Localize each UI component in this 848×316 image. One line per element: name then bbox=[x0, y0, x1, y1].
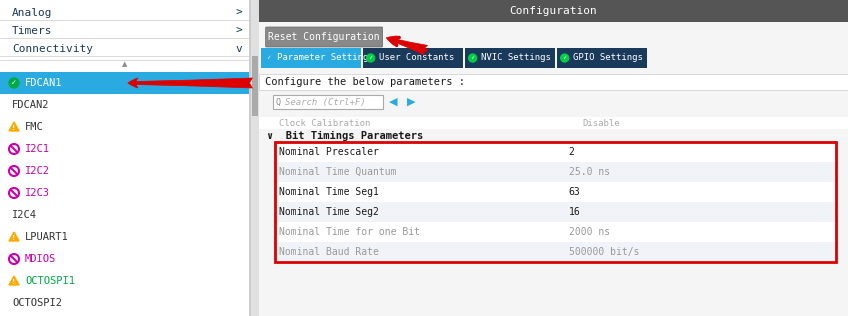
Text: I2C3: I2C3 bbox=[25, 188, 50, 198]
Circle shape bbox=[366, 54, 375, 62]
Text: Timers: Timers bbox=[12, 26, 53, 36]
Text: ✓: ✓ bbox=[11, 80, 17, 86]
Bar bbox=[465, 48, 555, 68]
Text: Nominal Baud Rate: Nominal Baud Rate bbox=[279, 247, 378, 257]
Bar bbox=[273, 95, 382, 109]
Text: ∨  Bit Timings Parameters: ∨ Bit Timings Parameters bbox=[266, 131, 423, 141]
Text: User Constants: User Constants bbox=[379, 53, 454, 63]
Text: ▲: ▲ bbox=[122, 61, 128, 67]
Text: MDIOS: MDIOS bbox=[25, 254, 56, 264]
Text: ◀: ◀ bbox=[388, 97, 397, 107]
Text: !: ! bbox=[13, 279, 15, 285]
Bar bbox=[259, 74, 848, 90]
Polygon shape bbox=[9, 122, 19, 131]
Bar bbox=[275, 142, 836, 162]
Bar bbox=[0, 0, 250, 316]
Text: v: v bbox=[236, 44, 243, 54]
Polygon shape bbox=[9, 276, 19, 285]
Text: I2C2: I2C2 bbox=[25, 166, 50, 176]
Text: GPIO Settings: GPIO Settings bbox=[572, 53, 643, 63]
Bar bbox=[275, 222, 836, 242]
Text: >: > bbox=[236, 26, 243, 36]
Text: !: ! bbox=[13, 125, 15, 131]
Bar bbox=[259, 0, 848, 316]
Text: ✓: ✓ bbox=[368, 56, 373, 60]
Text: Search (Ctrl+F): Search (Ctrl+F) bbox=[285, 98, 365, 106]
Text: I2C1: I2C1 bbox=[25, 144, 50, 154]
Bar bbox=[275, 142, 836, 262]
Bar bbox=[275, 202, 836, 222]
Bar bbox=[275, 242, 836, 262]
Text: !: ! bbox=[13, 235, 15, 241]
Text: Configuration: Configuration bbox=[510, 6, 597, 16]
Text: OCTOSPI2: OCTOSPI2 bbox=[12, 298, 62, 308]
Text: I2C4: I2C4 bbox=[12, 210, 37, 220]
Text: ▶: ▶ bbox=[407, 97, 416, 107]
Text: ✓: ✓ bbox=[471, 56, 475, 60]
Bar bbox=[259, 117, 848, 129]
Text: FDCAN1: FDCAN1 bbox=[25, 78, 63, 88]
Text: 500000 bit/s: 500000 bit/s bbox=[568, 247, 639, 257]
Text: Nominal Time Seg2: Nominal Time Seg2 bbox=[279, 207, 378, 217]
Text: Q: Q bbox=[276, 98, 281, 106]
Circle shape bbox=[561, 54, 569, 62]
Bar bbox=[259, 0, 848, 22]
Text: Nominal Time Seg1: Nominal Time Seg1 bbox=[279, 187, 378, 197]
Text: NVIC Settings: NVIC Settings bbox=[481, 53, 550, 63]
Text: OCTOSPI1: OCTOSPI1 bbox=[25, 276, 75, 286]
Text: ✓: ✓ bbox=[562, 56, 567, 60]
Bar bbox=[251, 0, 259, 316]
Text: FDCAN2: FDCAN2 bbox=[12, 100, 49, 110]
Text: Analog: Analog bbox=[12, 8, 53, 18]
Text: ✓: ✓ bbox=[266, 56, 271, 60]
Text: Connectivity: Connectivity bbox=[12, 44, 93, 54]
Circle shape bbox=[469, 54, 477, 62]
Bar bbox=[363, 48, 463, 68]
Text: Nominal Prescaler: Nominal Prescaler bbox=[279, 147, 378, 157]
Text: 2000 ns: 2000 ns bbox=[568, 227, 610, 237]
Text: Clock Calibration: Clock Calibration bbox=[279, 118, 370, 127]
Polygon shape bbox=[9, 232, 19, 241]
Bar bbox=[556, 48, 647, 68]
Circle shape bbox=[9, 78, 19, 88]
Text: 25.0 ns: 25.0 ns bbox=[568, 167, 610, 177]
Text: Configure the below parameters :: Configure the below parameters : bbox=[265, 77, 465, 87]
Text: 2: 2 bbox=[568, 147, 574, 157]
FancyBboxPatch shape bbox=[265, 27, 382, 47]
Bar bbox=[275, 162, 836, 182]
Text: Nominal Time for one Bit: Nominal Time for one Bit bbox=[279, 227, 420, 237]
Bar bbox=[260, 48, 360, 68]
Bar bbox=[275, 182, 836, 202]
Bar bbox=[0, 72, 250, 94]
Text: Reset Configuration: Reset Configuration bbox=[268, 32, 380, 42]
Text: LPUART1: LPUART1 bbox=[25, 232, 69, 242]
Text: Nominal Time Quantum: Nominal Time Quantum bbox=[279, 167, 396, 177]
Text: Parameter Settings: Parameter Settings bbox=[276, 53, 373, 63]
Text: FMC: FMC bbox=[25, 122, 44, 132]
Text: >: > bbox=[236, 8, 243, 18]
Bar bbox=[252, 56, 258, 116]
Text: 63: 63 bbox=[568, 187, 580, 197]
Circle shape bbox=[265, 54, 273, 62]
Text: Disable: Disable bbox=[583, 118, 621, 127]
Text: 16: 16 bbox=[568, 207, 580, 217]
Bar bbox=[249, 0, 251, 316]
